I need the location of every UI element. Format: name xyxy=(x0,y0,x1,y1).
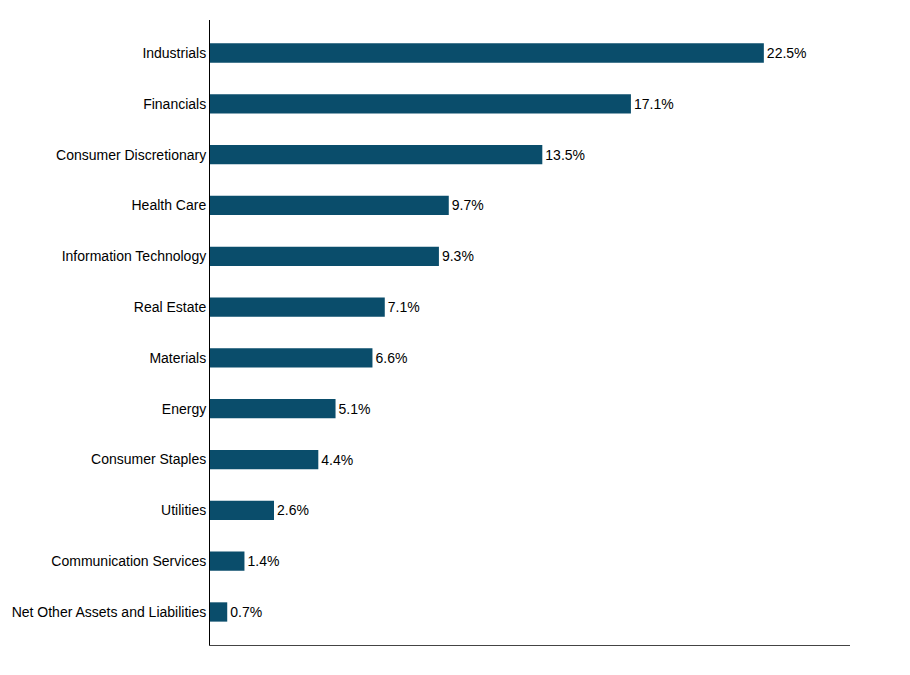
svg-text:9.3%: 9.3% xyxy=(442,248,474,264)
svg-text:4.4%: 4.4% xyxy=(321,452,353,468)
svg-text:Consumer Staples: Consumer Staples xyxy=(91,451,206,467)
svg-text:5.1%: 5.1% xyxy=(339,401,371,417)
svg-text:Communication Services: Communication Services xyxy=(51,553,206,569)
svg-text:Health Care: Health Care xyxy=(131,197,206,213)
svg-text:22.5%: 22.5% xyxy=(767,45,807,61)
svg-text:Information Technology: Information Technology xyxy=(62,248,207,264)
svg-text:13.5%: 13.5% xyxy=(545,147,585,163)
svg-text:Net Other Assets and Liabiliti: Net Other Assets and Liabilities xyxy=(12,604,207,620)
svg-text:7.1%: 7.1% xyxy=(388,299,420,315)
svg-text:1.4%: 1.4% xyxy=(247,553,279,569)
svg-text:9.7%: 9.7% xyxy=(452,197,484,213)
svg-text:Utilities: Utilities xyxy=(161,502,206,518)
svg-text:0.7%: 0.7% xyxy=(230,604,262,620)
svg-text:Industrials: Industrials xyxy=(142,45,206,61)
svg-text:2.6%: 2.6% xyxy=(277,502,309,518)
svg-text:Real Estate: Real Estate xyxy=(134,299,207,315)
svg-text:6.6%: 6.6% xyxy=(375,350,407,366)
svg-text:Financials: Financials xyxy=(143,96,206,112)
svg-text:Consumer Discretionary: Consumer Discretionary xyxy=(56,147,206,163)
svg-text:Materials: Materials xyxy=(149,350,206,366)
svg-text:17.1%: 17.1% xyxy=(634,96,674,112)
svg-text:Energy: Energy xyxy=(162,401,206,417)
